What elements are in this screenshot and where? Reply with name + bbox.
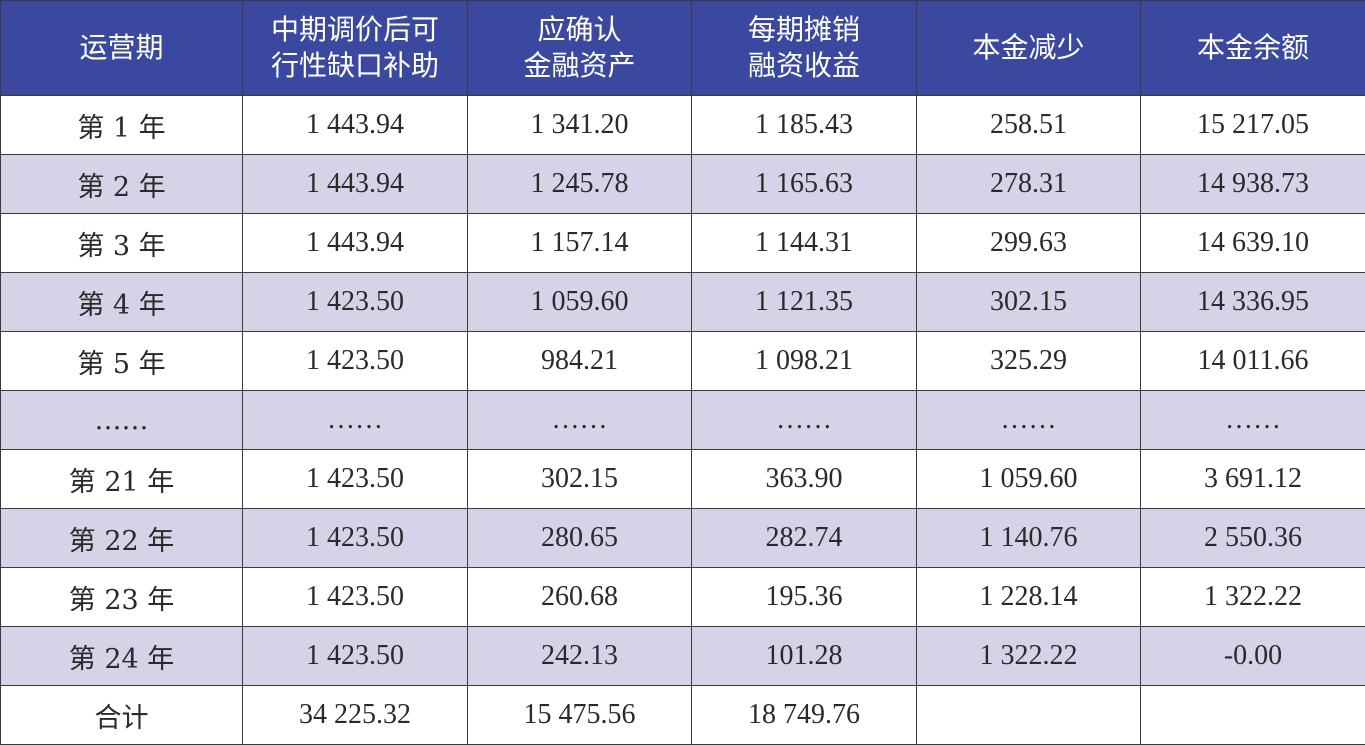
cell-period: 第 3 年	[0, 213, 243, 273]
cell-period: ……	[0, 390, 243, 450]
header-cell-period: 运营期	[0, 0, 243, 96]
cell-subsidy: 1 423.50	[242, 626, 468, 686]
header-text: 本金余额	[1196, 31, 1309, 64]
cell-amortized-income: 101.28	[691, 626, 917, 686]
cell-amortized-income: 1 098.21	[691, 331, 917, 391]
cell-principal-decrease: 1 322.22	[916, 626, 1141, 686]
header-text: 行性缺口补助	[270, 49, 439, 82]
cell-subsidy: 1 443.94	[242, 95, 468, 155]
header-text: 应确认	[537, 13, 622, 46]
cell-principal-balance: 15 217.05	[1140, 95, 1365, 155]
cell-period: 第 21 年	[0, 449, 243, 509]
header-row: 运营期 中期调价后可 行性缺口补助 应确认 金融资产 每期摊销 融资收益 本金减…	[0, 0, 1365, 96]
header-text: 每期摊销	[747, 13, 860, 46]
cell-subsidy: 1 443.94	[242, 154, 468, 214]
cell-period: 第 4 年	[0, 272, 243, 332]
cell-subsidy: ……	[242, 390, 468, 450]
header-text: 中期调价后可	[270, 13, 439, 46]
cell-principal-balance: -0.00	[1140, 626, 1365, 686]
cell-principal-decrease: 278.31	[916, 154, 1141, 214]
cell-subsidy: 1 423.50	[242, 449, 468, 509]
cell-principal-balance: 14 011.66	[1140, 331, 1365, 391]
cell-amortized-income: 1 185.43	[691, 95, 917, 155]
cell-subsidy: 1 443.94	[242, 213, 468, 273]
cell-financial-asset: 1 157.14	[467, 213, 692, 273]
cell-principal-balance: 14 938.73	[1140, 154, 1365, 214]
cell-principal-balance: 3 691.12	[1140, 449, 1365, 509]
cell-principal-decrease: 302.15	[916, 272, 1141, 332]
header-text: 融资收益	[747, 49, 860, 82]
cell-principal-decrease: 1 140.76	[916, 508, 1141, 568]
cell-financial-asset: 242.13	[467, 626, 692, 686]
cell-financial-asset: 280.65	[467, 508, 692, 568]
header-cell-subsidy: 中期调价后可 行性缺口补助	[242, 0, 468, 96]
cell-amortized-income: 195.36	[691, 567, 917, 627]
cell-period: 第 22 年	[0, 508, 243, 568]
cell-principal-decrease: 1 228.14	[916, 567, 1141, 627]
cell-financial-asset: 984.21	[467, 331, 692, 391]
cell-subsidy: 1 423.50	[242, 272, 468, 332]
cell-principal-decrease: 258.51	[916, 95, 1141, 155]
cell-financial-asset: 15 475.56	[467, 685, 692, 745]
cell-principal-decrease: 325.29	[916, 331, 1141, 391]
header-cell-principal-decrease: 本金减少	[916, 0, 1141, 96]
cell-amortized-income: 1 144.31	[691, 213, 917, 273]
cell-amortized-income: 1 165.63	[691, 154, 917, 214]
cell-principal-balance	[1140, 685, 1365, 745]
cell-principal-balance: 1 322.22	[1140, 567, 1365, 627]
header-text: 运营期	[79, 31, 164, 64]
cell-amortized-income: 363.90	[691, 449, 917, 509]
cell-principal-decrease	[916, 685, 1141, 745]
cell-period: 第 1 年	[0, 95, 243, 155]
header-cell-amortized-income: 每期摊销 融资收益	[691, 0, 917, 96]
cell-amortized-income: 282.74	[691, 508, 917, 568]
header-cell-principal-balance: 本金余额	[1140, 0, 1365, 96]
cell-financial-asset: 260.68	[467, 567, 692, 627]
cell-subsidy: 1 423.50	[242, 331, 468, 391]
cell-period: 合计	[0, 685, 243, 745]
cell-principal-decrease: 299.63	[916, 213, 1141, 273]
header-text: 金融资产	[523, 49, 636, 82]
cell-period: 第 24 年	[0, 626, 243, 686]
header-cell-financial-asset: 应确认 金融资产	[467, 0, 692, 96]
cell-principal-balance: 2 550.36	[1140, 508, 1365, 568]
cell-principal-balance: 14 336.95	[1140, 272, 1365, 332]
cell-subsidy: 34 225.32	[242, 685, 468, 745]
cell-amortized-income: 18 749.76	[691, 685, 917, 745]
cell-subsidy: 1 423.50	[242, 567, 468, 627]
cell-financial-asset: ……	[467, 390, 692, 450]
cell-amortized-income: 1 121.35	[691, 272, 917, 332]
cell-period: 第 2 年	[0, 154, 243, 214]
cell-period: 第 23 年	[0, 567, 243, 627]
cell-financial-asset: 302.15	[467, 449, 692, 509]
header-text: 本金减少	[972, 31, 1085, 64]
cell-principal-balance: 14 639.10	[1140, 213, 1365, 273]
table-row: ………………………………	[0, 390, 1365, 450]
cell-financial-asset: 1 245.78	[467, 154, 692, 214]
cell-principal-decrease: ……	[916, 390, 1141, 450]
cell-financial-asset: 1 341.20	[467, 95, 692, 155]
cell-principal-balance: ……	[1140, 390, 1365, 450]
cell-amortized-income: ……	[691, 390, 917, 450]
cell-subsidy: 1 423.50	[242, 508, 468, 568]
table-row: 合计 34 225.32 15 475.56 18 749.76	[0, 685, 1365, 745]
cell-principal-decrease: 1 059.60	[916, 449, 1141, 509]
cell-period: 第 5 年	[0, 331, 243, 391]
cell-financial-asset: 1 059.60	[467, 272, 692, 332]
